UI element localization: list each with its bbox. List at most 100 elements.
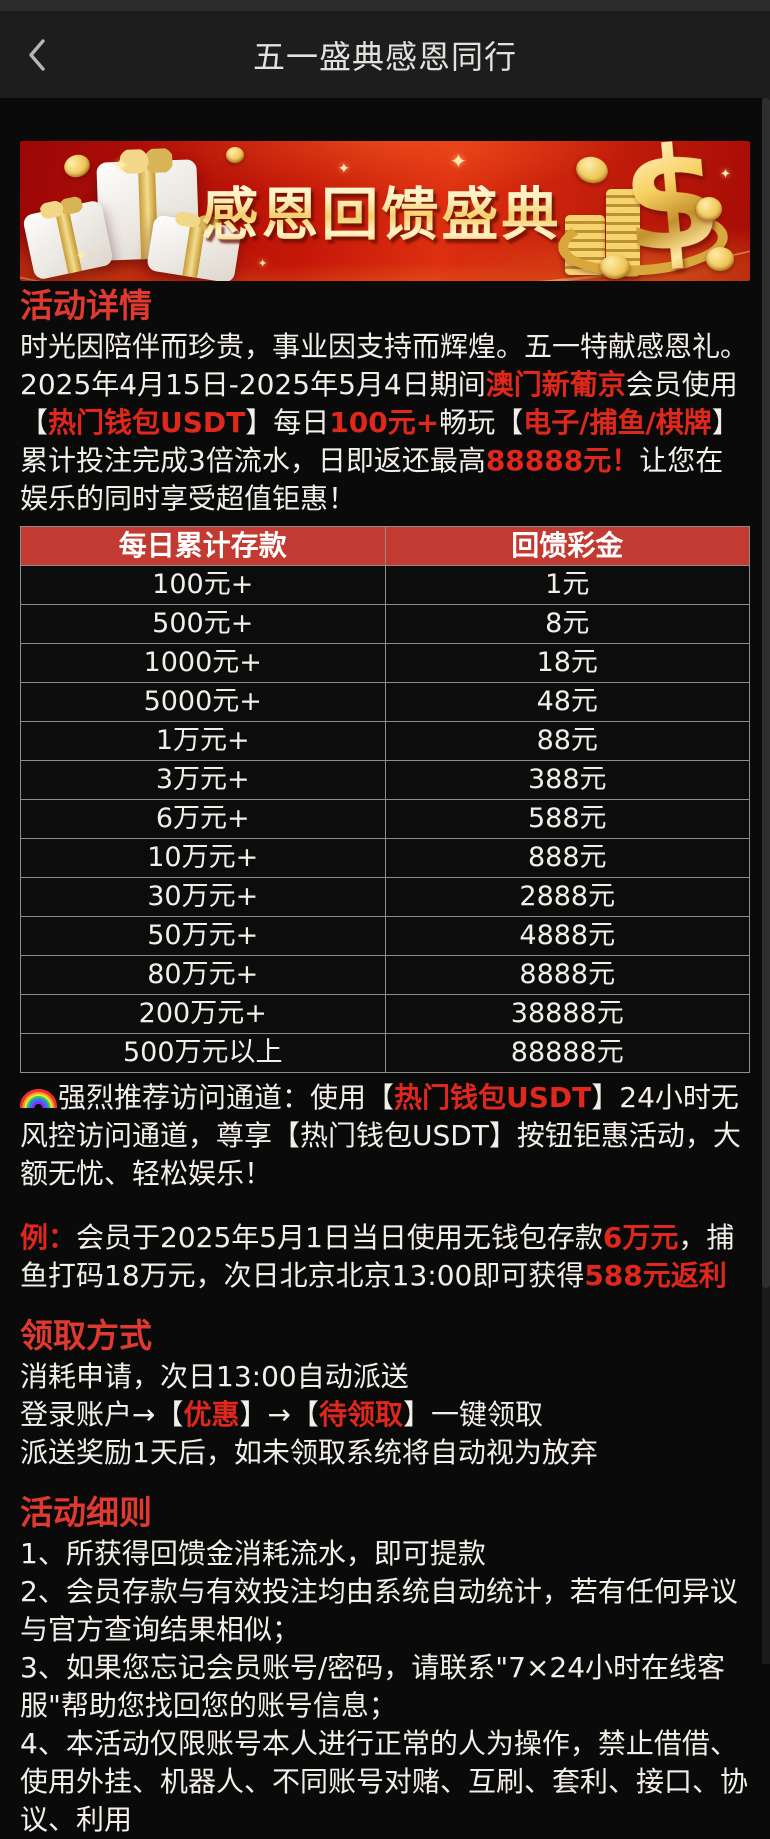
scrollbar[interactable] [762,98,770,1664]
rule-item: 4、本活动仅限账号本人进行正常的人为操作，禁止借借、使用外挂、机器人、不同账号对… [20,1727,749,1836]
coin-icon [600,255,630,279]
text-segment: 88888元！ [485,444,640,477]
coin-stack-icon [565,215,605,275]
step-line: 派送奖励1天后，如未领取系统将自动视为放弃 [20,1434,750,1472]
scrollbar-thumb[interactable] [762,98,770,1289]
coin-icon [706,247,734,271]
coin-icon [573,153,611,187]
text-segment: 热门钱包USDT [48,406,246,439]
column-header-deposit: 每日累计存款 [20,526,386,566]
text-segment: 】每日 [245,406,330,439]
table-row: 500万元以上 88888元 [20,1033,750,1073]
rule-item: 2、会员存款与有效投注均由系统自动统计，若有任何异议与官方查询结果相似； [20,1575,738,1646]
table-cell: 500万元以上 [20,1033,386,1073]
coin-icon [61,151,93,181]
table-cell: 588元 [384,799,750,839]
table-cell: 1000元+ [20,643,386,683]
table-cell: 3万元+ [20,760,386,800]
text-segment: 电子/捕鱼/棋牌 [523,406,712,439]
channel-text: 强烈推荐访问通道：使用【热门钱包USDT】24小时无风控访问通道，尊享【热门钱包… [20,1081,741,1190]
text-segment: 】一键领取 [402,1398,543,1431]
sparkle-icon: ✦ [450,149,467,173]
coin-icon [696,197,722,221]
text-segment: 会员于2025年5月1日当日使用无钱包存款 [76,1221,603,1254]
claim-steps: 消耗申请，次日13:00自动派送 登录账户→【优惠】→【待领取】一键领取派送奖励1… [20,1358,750,1472]
table-row: 80万元+ 8888元 [20,955,750,995]
sparkle-icon: ✦ [258,257,268,270]
promo-banner: 感恩回馈盛典 $ ✦ ✦ ✦ ✦ ✦ ✦ [20,141,750,281]
text-segment: 登录账户→【 [20,1398,184,1431]
page-title: 五一盛典感恩同行 [252,37,517,76]
table-row: 1万元+ 88元 [20,721,750,761]
text-segment: 】24小时无风控访问通道，尊享【热门钱包USDT】按钮钜惠活动，大额无忧、轻松娱… [20,1081,741,1190]
text-segment: 时光因陪伴而珍贵，事业因支持而辉煌。五一特献感恩礼。2025年4月15日-202… [20,330,749,401]
table-row: 200万元+ 38888元 [20,994,750,1034]
status-bar [0,0,770,11]
table-cell: 88元 [384,721,750,761]
section-heading-details: 活动详情 [20,286,152,325]
text-segment: 100元+ [329,406,440,439]
table-row: 30万元+ 2888元 [20,877,750,917]
table-cell: 10万元+ [20,838,386,878]
table-row: 5000元+ 48元 [20,682,750,722]
text-segment: ，捕鱼打码18万元，次日北京北京13:00即可获得 [20,1221,735,1292]
text-segment: 待领取 [318,1398,403,1431]
table-cell: 388元 [384,760,750,800]
text-segment: 例： [20,1221,77,1254]
rule-item: 3、如果您忘记会员账号/密码，请联系"7×24小时在线客服"帮助您找回您的账号信… [20,1651,726,1722]
channel-paragraph: 强烈推荐访问通道：使用【热门钱包USDT】24小时无风控访问通道，尊享【热门钱包… [20,1079,750,1193]
table-cell: 8元 [384,604,750,644]
table-row: 100元+ 1元 [20,565,750,605]
app-header: 五一盛典感恩同行 [0,11,770,98]
table-cell: 50万元+ [20,916,386,956]
text-segment: 】累计投注完成3倍流水，日即返还最高 [20,406,740,477]
text-segment: 会员使用【 [20,368,738,439]
rule-item: 1、所获得回馈金消耗流水，即可提款 [20,1537,486,1570]
section-heading-rules: 活动细则 [20,1493,152,1532]
table-header-row: 每日累计存款 回馈彩金 [20,526,750,566]
rebate-table: 每日累计存款 回馈彩金 100元+ 1元 500元+ 8元 1000元+ 18元 5000元… [20,526,750,1073]
text-segment: 】→【 [239,1398,319,1431]
table-row: 6万元+ 588元 [20,799,750,839]
table-cell: 4888元 [384,916,750,956]
text-segment: 588元返利 [584,1259,727,1292]
table-cell: 100元+ [20,565,386,605]
table-cell: 80万元+ [20,955,386,995]
text-segment: 强烈推荐访问通道：使用【 [58,1081,395,1114]
table-cell: 500元+ [20,604,386,644]
step-line: 消耗申请，次日13:00自动派送 [20,1358,750,1396]
text-segment: 6万元 [602,1221,679,1254]
table-cell: 18元 [384,643,750,683]
text-segment: 优惠 [183,1398,240,1431]
text-segment: 热门钱包USDT [394,1081,592,1114]
table-cell: 38888元 [384,994,750,1034]
table-row: 10万元+ 888元 [20,838,750,878]
table-cell: 30万元+ [20,877,386,917]
back-button[interactable] [20,35,54,75]
example-paragraph: 例：会员于2025年5月1日当日使用无钱包存款6万元，捕鱼打码18万元，次日北京… [20,1219,750,1295]
table-cell: 8888元 [384,955,750,995]
text-segment: 澳门新葡京 [485,368,626,401]
table-cell: 200万元+ [20,994,386,1034]
table-body: 100元+ 1元 500元+ 8元 1000元+ 18元 5000元+ 48元 1万元+ 88元 3… [20,565,750,1073]
table-cell: 1万元+ [20,721,386,761]
table-row: 3万元+ 388元 [20,760,750,800]
banner-title: 感恩回馈盛典 [201,169,561,251]
table-cell: 88888元 [384,1033,750,1073]
promo-content: 活动详情 时光因陪伴而珍贵，事业因支持而辉煌。五一特献感恩礼。2025年4月15… [0,289,770,1839]
details-intro-paragraph: 时光因陪伴而珍贵，事业因支持而辉煌。五一特献感恩礼。2025年4月15日-202… [20,328,750,518]
table-cell: 2888元 [384,877,750,917]
table-row: 50万元+ 4888元 [20,916,750,956]
sparkle-icon: ✦ [76,249,87,264]
text-segment: 让您在娱乐的同时享受超值钜惠！ [20,444,724,515]
text-segment: 派送奖励1天后，如未领取系统将自动视为放弃 [20,1436,598,1469]
table-cell: 48元 [384,682,750,722]
section-heading-claim: 领取方式 [20,1316,152,1355]
sparkle-icon: ✦ [112,153,129,177]
text-segment: 消耗申请，次日13:00自动派送 [20,1360,409,1393]
table-cell: 6万元+ [20,799,386,839]
table-cell: 1元 [384,565,750,605]
column-header-bonus: 回馈彩金 [384,526,750,566]
text-segment: 畅玩【 [439,406,524,439]
table-row: 500元+ 8元 [20,604,750,644]
